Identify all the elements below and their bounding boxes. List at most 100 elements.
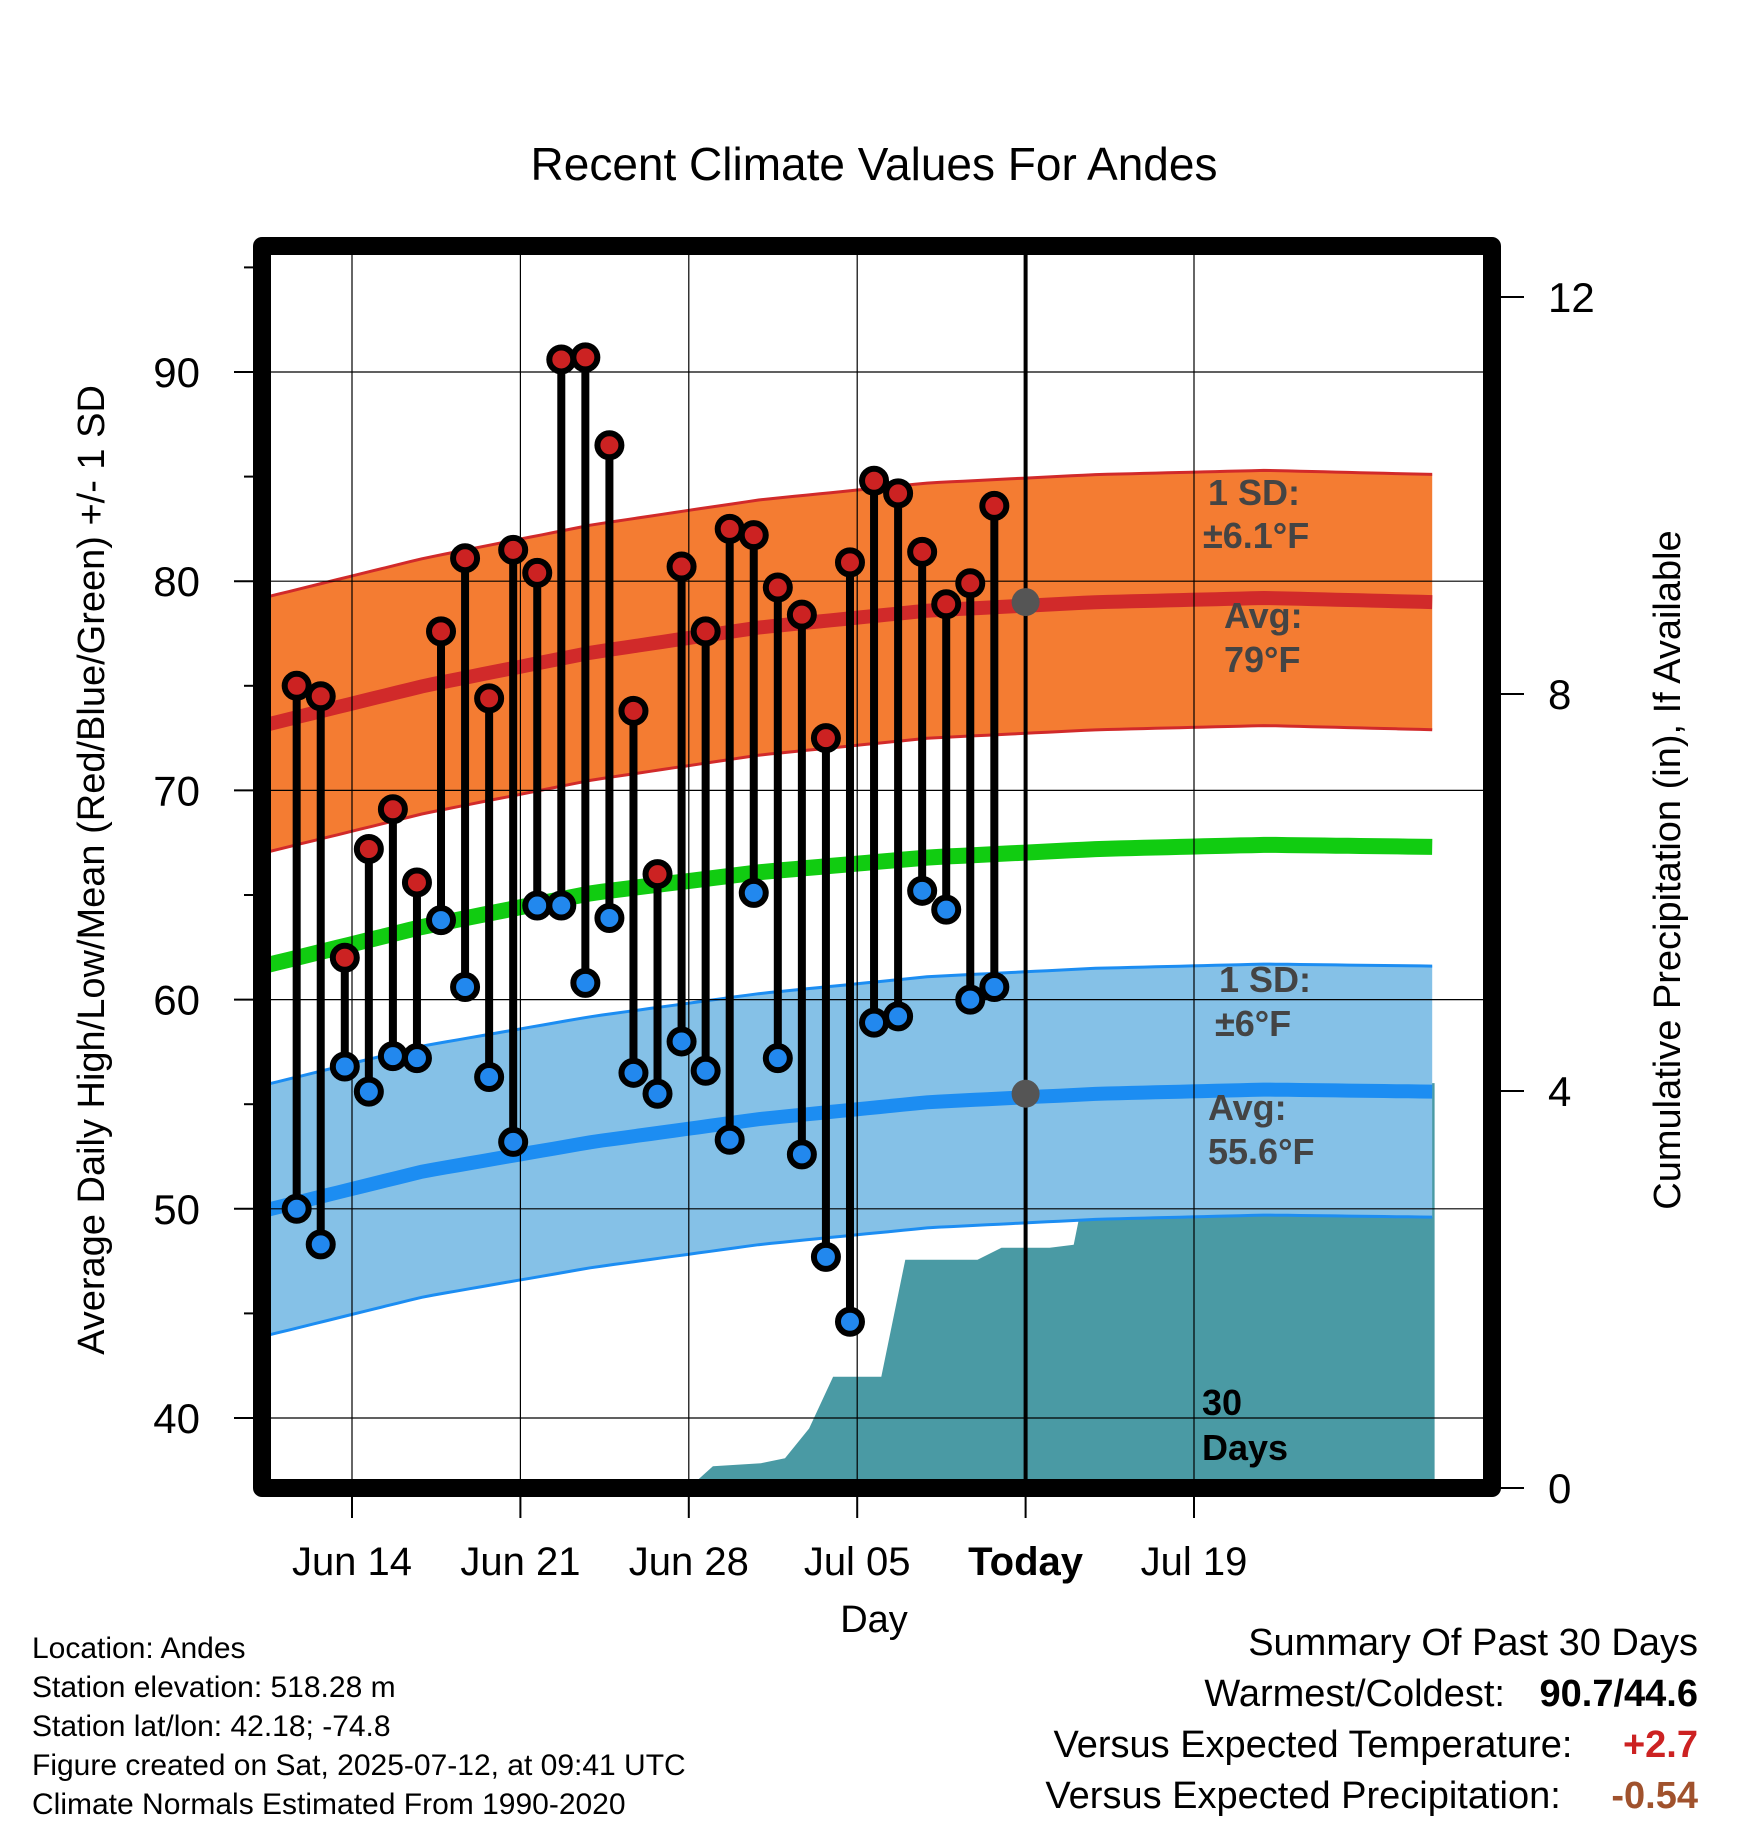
high-temp-marker bbox=[714, 513, 745, 544]
low-temp-marker bbox=[401, 1043, 432, 1074]
low-temp-marker bbox=[738, 877, 769, 908]
high-temp-marker bbox=[762, 572, 793, 603]
plot-area bbox=[263, 468, 1435, 1488]
high-temp-marker bbox=[450, 543, 481, 574]
station-elevation: Station elevation: 518.28 m bbox=[32, 1671, 396, 1704]
high-temp-marker bbox=[474, 683, 505, 714]
high-temp-marker bbox=[738, 520, 769, 551]
low-temp-marker bbox=[642, 1078, 673, 1109]
y2-tick-label: 4 bbox=[1548, 1068, 1571, 1115]
today-days-unit: Days bbox=[1202, 1427, 1288, 1468]
high-temp-marker bbox=[498, 534, 529, 565]
low-temp-marker bbox=[690, 1055, 721, 1086]
y-axis-label: Average Daily High/Low/Mean (Red/Blue/Gr… bbox=[71, 385, 113, 1355]
low-temp-marker bbox=[955, 984, 986, 1015]
low-temp-marker bbox=[546, 890, 577, 921]
y2-tick-label: 8 bbox=[1548, 671, 1571, 718]
temperature-markers bbox=[281, 342, 1040, 1337]
high-temp-marker bbox=[907, 536, 938, 567]
low-sd-label: 1 SD: bbox=[1219, 959, 1311, 1000]
precip-versus-label: Versus Expected Precipitation: bbox=[1045, 1775, 1561, 1817]
low-temp-marker bbox=[377, 1041, 408, 1072]
low-temp-marker bbox=[426, 905, 457, 936]
low-temp-marker bbox=[714, 1124, 745, 1155]
low-temp-marker bbox=[474, 1062, 505, 1093]
high-temp-marker bbox=[546, 344, 577, 375]
low-temp-marker bbox=[353, 1076, 384, 1107]
y2-tick-label: 0 bbox=[1548, 1465, 1571, 1512]
today-days-number: 30 bbox=[1202, 1382, 1242, 1423]
high-temp-marker bbox=[401, 867, 432, 898]
chart-title: Recent Climate Values For Andes bbox=[531, 138, 1218, 190]
high-temp-marker bbox=[642, 859, 673, 890]
figure-created: Figure created on Sat, 2025-07-12, at 09… bbox=[32, 1749, 686, 1782]
summary-precipitation: Versus Expected Precipitation: -0.54 bbox=[1045, 1775, 1698, 1818]
high-sd-label: 1 SD: bbox=[1208, 472, 1300, 513]
high-temp-marker bbox=[810, 723, 841, 754]
high-avg-label: Avg: bbox=[1224, 595, 1303, 636]
low-avg-value: 55.6°F bbox=[1208, 1131, 1314, 1172]
high-temp-marker bbox=[979, 490, 1010, 521]
x-tick-label: Jun 21 bbox=[460, 1540, 580, 1584]
high-temp-marker bbox=[931, 589, 962, 620]
summary-title: Summary Of Past 30 Days bbox=[1248, 1622, 1698, 1664]
today-high-average-dot bbox=[1011, 588, 1040, 617]
low-temp-marker bbox=[907, 875, 938, 906]
high-temp-marker bbox=[883, 478, 914, 509]
y-tick-label: 60 bbox=[153, 977, 200, 1024]
x-tick-label: Today bbox=[968, 1540, 1084, 1584]
low-temp-marker bbox=[305, 1229, 336, 1260]
today-low-average-dot bbox=[1011, 1079, 1040, 1108]
axes: 40 50 60 70 80 90 0 4 8 12 Jun 14 Jun 21 Jun 28 Jul 0… bbox=[153, 237, 1595, 1584]
y-tick-label: 40 bbox=[153, 1395, 200, 1442]
low-temp-marker bbox=[666, 1026, 697, 1057]
high-temp-marker bbox=[834, 547, 865, 578]
summary-warm-cold: Warmest/Coldest: 90.7/44.6 bbox=[1204, 1673, 1698, 1716]
x-tick-label: Jun 14 bbox=[292, 1540, 412, 1584]
station-location: Location: Andes bbox=[32, 1632, 246, 1665]
x-tick-label: Jul 05 bbox=[804, 1540, 911, 1584]
high-temp-marker bbox=[859, 465, 890, 496]
high-temp-marker bbox=[666, 551, 697, 582]
y2-tick-label: 12 bbox=[1548, 274, 1595, 321]
low-temp-marker bbox=[522, 890, 553, 921]
x-tick-label: Jun 28 bbox=[629, 1540, 749, 1584]
high-temp-marker bbox=[377, 794, 408, 825]
low-temp-marker bbox=[450, 972, 481, 1003]
x-axis-label: Day bbox=[840, 1599, 908, 1641]
low-temp-marker bbox=[618, 1057, 649, 1088]
low-temp-marker bbox=[594, 903, 625, 934]
summary-temperature: Versus Expected Temperature: +2.7 bbox=[1053, 1724, 1698, 1767]
high-sd-value: ±6.1°F bbox=[1203, 515, 1309, 556]
high-temp-marker bbox=[353, 833, 384, 864]
high-temp-marker bbox=[786, 599, 817, 630]
station-latlon: Station lat/lon: 42.18; -74.8 bbox=[32, 1710, 391, 1743]
precip-versus-value: -0.54 bbox=[1611, 1775, 1698, 1817]
high-temp-marker bbox=[305, 681, 336, 712]
low-temp-marker bbox=[786, 1139, 817, 1170]
low-temp-marker bbox=[883, 1001, 914, 1032]
high-temp-marker bbox=[522, 557, 553, 588]
high-temp-marker bbox=[618, 695, 649, 726]
warm-cold-value: 90.7/44.6 bbox=[1539, 1673, 1698, 1715]
high-temp-marker bbox=[281, 670, 312, 701]
y-tick-label: 90 bbox=[153, 349, 200, 396]
plot-background-layer bbox=[263, 468, 1435, 1488]
low-temp-marker bbox=[979, 972, 1010, 1003]
low-temp-marker bbox=[810, 1241, 841, 1272]
high-avg-value: 79°F bbox=[1224, 639, 1300, 680]
warm-cold-label: Warmest/Coldest: bbox=[1204, 1673, 1505, 1715]
plot-frame bbox=[253, 237, 1501, 1497]
low-temp-marker bbox=[762, 1043, 793, 1074]
x-tick-label: Jul 19 bbox=[1141, 1540, 1248, 1584]
high-temp-marker bbox=[955, 568, 986, 599]
low-temp-marker bbox=[859, 1007, 890, 1038]
low-temp-marker bbox=[498, 1126, 529, 1157]
high-temp-marker bbox=[426, 616, 457, 647]
high-temp-marker bbox=[594, 430, 625, 461]
climate-normals-note: Climate Normals Estimated From 1990-2020 bbox=[32, 1788, 626, 1821]
low-temp-marker bbox=[570, 967, 601, 998]
high-temp-marker bbox=[690, 616, 721, 647]
low-temp-marker bbox=[834, 1306, 865, 1337]
